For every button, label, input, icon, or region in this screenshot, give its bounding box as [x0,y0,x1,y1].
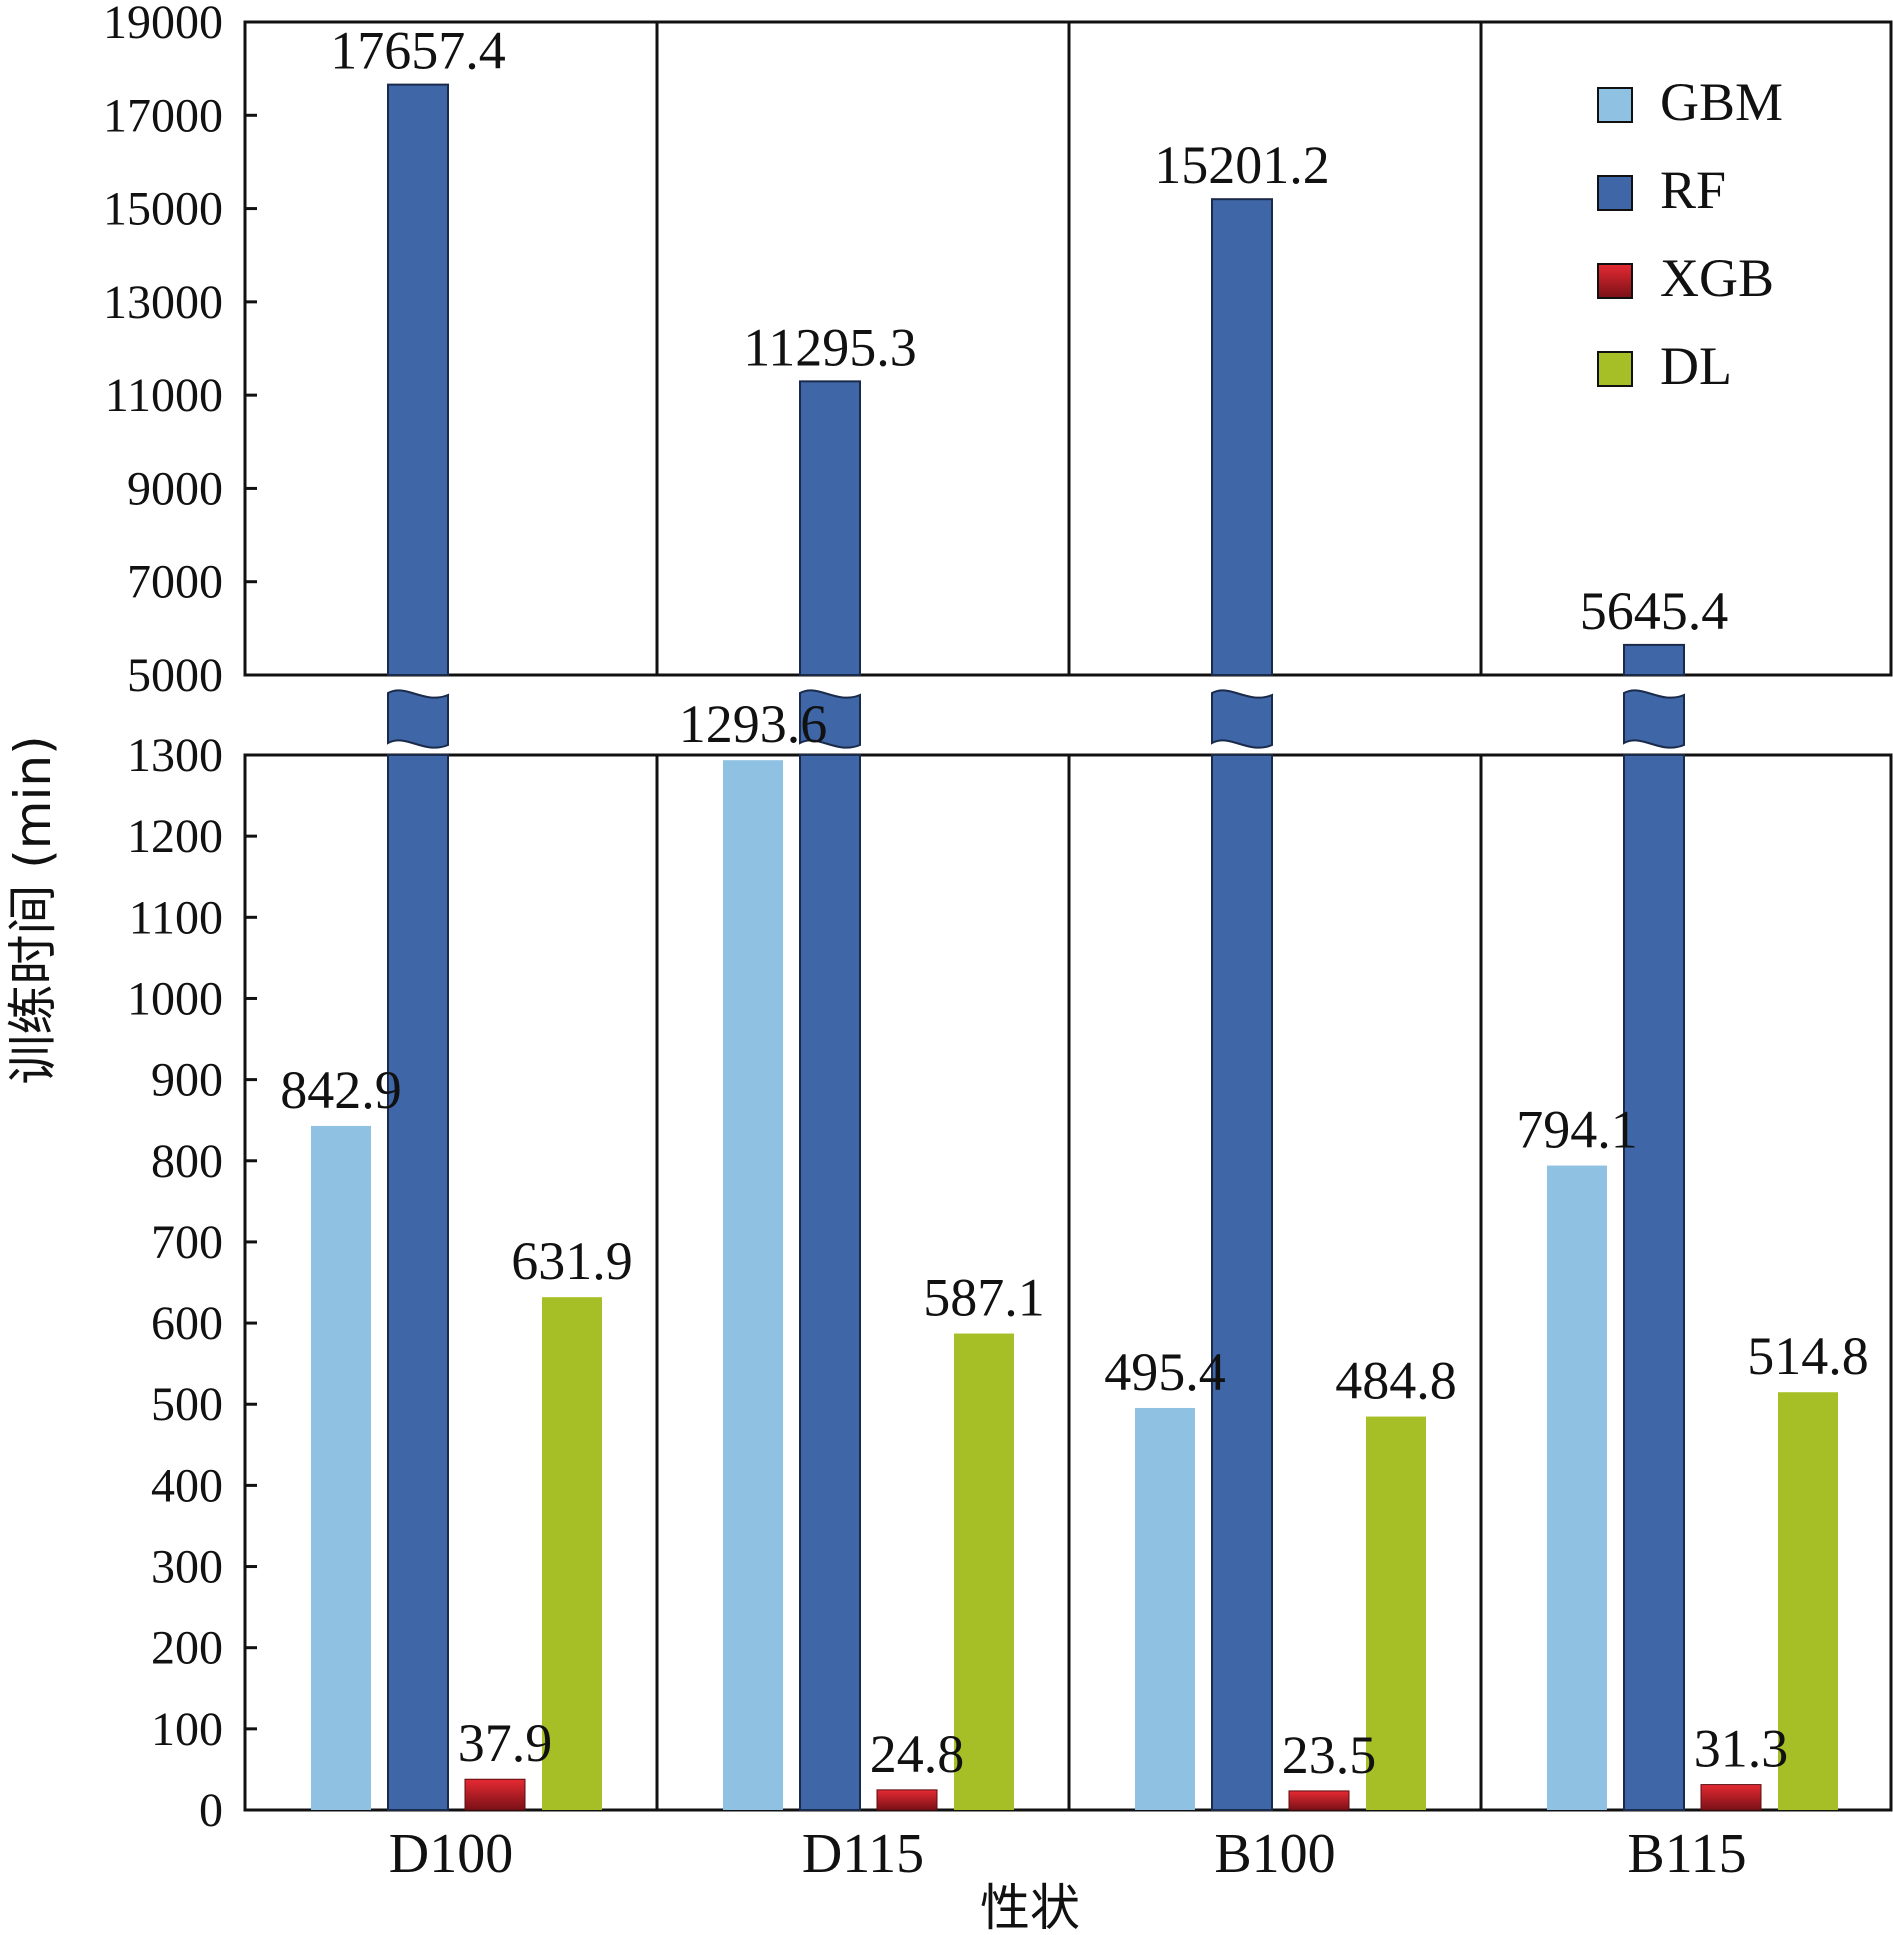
data-label-rf-b100: 15201.2 [1154,135,1330,195]
legend: GBM RF XGB DL [1597,72,1783,396]
bar-rf-d100-lower [387,754,449,1811]
bar-gbm-d100 [311,1125,371,1810]
bar-xgb-b100 [1288,1790,1350,1811]
bar-xgb-d115 [876,1789,938,1811]
data-label-xgb-d115: 24.8 [870,1724,965,1784]
upper-y-tick-label: 11000 [105,369,223,422]
lower-y-tick-label: 100 [151,1703,223,1756]
bar-rf-d100-break [387,689,449,749]
data-label-rf-d115: 11295.3 [743,317,917,377]
data-label-dl-d115: 587.1 [923,1268,1045,1328]
bar-dl-b100 [1366,1416,1426,1810]
legend-label-gbm: GBM [1660,72,1783,132]
legend-label-dl: DL [1660,336,1732,396]
bar-rf-b115-lower [1623,754,1685,1811]
bar-rf-d115-upper [799,380,861,676]
bar-dl-d115 [954,1333,1014,1810]
bar-rf-b115-upper [1623,643,1685,677]
legend-label-rf: RF [1660,160,1726,220]
lower-y-tick-label: 500 [151,1378,223,1431]
upper-y-tick-label: 13000 [103,276,223,329]
data-label-gbm-d100: 842.9 [280,1060,402,1120]
lower-y-tick-label: 1200 [127,810,223,863]
lower-y-tick-label: 200 [151,1622,223,1675]
lower-y-tick-label: 600 [151,1297,223,1350]
lower-y-tick-label: 1000 [127,972,223,1025]
legend-swatch-xgb [1597,263,1633,299]
x-axis-title: 性状 [980,1879,1080,1935]
y-axis-title: 训练时间 (min) [4,735,62,1084]
upper-y-tick-label: 17000 [103,89,223,142]
x-tick-label-d115: D115 [802,1823,924,1885]
lower-y-tick-label: 1300 [127,729,223,782]
legend-label-xgb: XGB [1660,248,1774,308]
data-label-gbm-d115: 1293.6 [679,694,828,754]
bar-rf-b100-upper [1211,198,1273,676]
bar-rf-b100-lower [1211,754,1273,1811]
data-label-xgb-d100: 37.9 [458,1713,553,1773]
legend-swatch-gbm [1597,87,1633,123]
lower-y-tick-label: 700 [151,1216,223,1269]
lower-y-tick-label: 800 [151,1135,223,1188]
data-label-gbm-b115: 794.1 [1516,1100,1638,1160]
upper-y-tick-label: 5000 [127,649,223,702]
lower-y-tick-label: 400 [151,1459,223,1512]
bar-rf-d115-break [799,689,861,749]
bar-rf-d115-lower [799,754,861,1811]
bars-layer [311,83,1838,1811]
data-label-rf-b115: 5645.4 [1580,581,1729,641]
lower-y-tick-label: 300 [151,1541,223,1594]
bar-gbm-d115 [723,760,783,1810]
x-tick-label-b100: B100 [1214,1823,1335,1885]
upper-y-tick-label: 15000 [103,183,223,236]
axis-ticks-layer: 5000 7000 9000 11000 13000 15000 17000 19000 0 10… [103,0,257,1837]
bar-rf-b115-break [1623,689,1685,749]
plot-panels [243,20,1893,1812]
bar-dl-b115 [1778,1392,1838,1810]
lower-y-tick-label: 900 [151,1054,223,1107]
x-tick-label-b115: B115 [1627,1823,1746,1885]
data-labels-layer: 842.9 1293.6 495.4 794.1 17657.4 11295.3 15201… [280,21,1869,1785]
x-tick-label-d100: D100 [389,1823,513,1885]
data-label-dl-b115: 514.8 [1747,1326,1869,1386]
bar-dl-d100 [542,1297,602,1810]
bar-xgb-d100 [464,1778,526,1811]
data-label-xgb-b100: 23.5 [1282,1725,1377,1785]
lower-y-tick-label: 0 [199,1784,223,1837]
bar-gbm-b115 [1547,1165,1607,1810]
bar-gbm-b100 [1135,1407,1195,1810]
bar-xgb-b115 [1700,1784,1762,1811]
data-label-gbm-b100: 495.4 [1104,1342,1226,1402]
lower-y-tick-label: 1100 [129,891,223,944]
legend-swatch-dl [1597,351,1633,387]
category-labels-layer: D100 D115 B100 B115 [389,1823,1747,1885]
upper-y-tick-label: 7000 [127,556,223,609]
upper-y-tick-label: 19000 [103,0,223,49]
data-label-xgb-b115: 31.3 [1694,1719,1789,1779]
data-label-dl-d100: 631.9 [511,1231,633,1291]
bar-rf-b100-break [1211,689,1273,749]
upper-y-tick-label: 9000 [127,462,223,515]
data-label-dl-b100: 484.8 [1335,1351,1457,1411]
legend-swatch-rf [1597,175,1633,211]
bar-rf-d100-upper [387,83,449,677]
data-label-rf-d100: 17657.4 [330,21,506,81]
